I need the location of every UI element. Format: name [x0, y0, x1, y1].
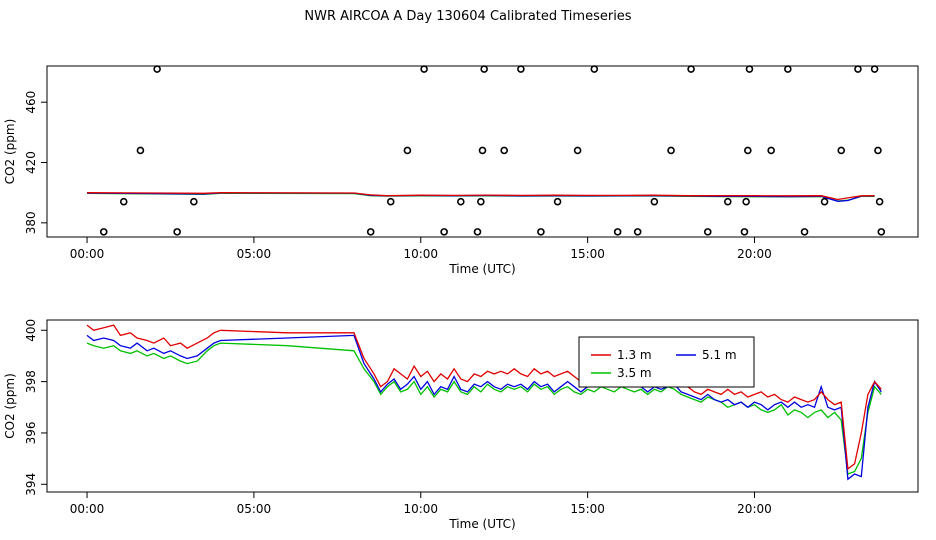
x-tick-label: 20:00	[737, 247, 772, 261]
data-point	[633, 228, 642, 236]
series-line-3-5-m	[86, 342, 882, 475]
data-point	[784, 65, 792, 73]
y-tick-label: 398	[24, 370, 38, 393]
x-tick-label: 15:00	[570, 502, 605, 516]
x-tick-label: 15:00	[570, 247, 605, 261]
data-point	[723, 197, 732, 206]
y-tick-label: 460	[24, 91, 38, 114]
x-tick-label: 10:00	[403, 247, 438, 261]
data-point	[190, 197, 198, 206]
x-axis-label: Time (UTC)	[448, 262, 515, 276]
x-tick-label: 05:00	[237, 502, 272, 516]
data-point	[874, 146, 882, 155]
series-line-1-3-m	[86, 324, 882, 471]
data-point	[742, 197, 750, 206]
x-tick-label: 00:00	[70, 502, 105, 516]
data-point	[800, 228, 809, 236]
series-line-5-1-m	[86, 334, 882, 481]
data-point	[173, 228, 181, 236]
data-point	[478, 146, 487, 155]
data-point	[744, 146, 752, 155]
co2-timeseries-panel: 00:00 05:00 10:00 15:00 20:00 394 396 398 400 Tim…	[3, 319, 919, 531]
co2-scatter-panel: 00:00 05:00 10:00 15:00 20:00 380 420 460 Time (…	[3, 65, 919, 276]
legend-label: 5.1 m	[702, 348, 737, 362]
data-point	[870, 65, 879, 73]
data-point	[703, 228, 712, 236]
y-tick-label: 400	[24, 319, 38, 342]
data-point	[366, 228, 375, 236]
y-tick-label: 380	[24, 211, 38, 234]
data-point	[553, 197, 562, 206]
data-point	[837, 146, 846, 155]
data-point	[119, 197, 128, 206]
figure-title: NWR AIRCOA A Day 130604 Calibrated Times…	[304, 9, 632, 24]
data-point	[403, 146, 412, 155]
data-point	[745, 65, 754, 73]
data-point	[667, 146, 675, 155]
legend-label: 1.3 m	[617, 348, 652, 362]
data-point	[590, 65, 599, 73]
data-point	[473, 228, 482, 236]
plot-frame	[46, 65, 919, 238]
data-point	[854, 65, 862, 73]
legend: 1.3 m 5.1 m 3.5 m	[578, 336, 755, 388]
x-axis-label: Time (UTC)	[448, 517, 515, 531]
data-point	[99, 228, 108, 236]
data-point	[820, 197, 829, 206]
data-point	[877, 228, 886, 236]
y-axis-label: CO2 (ppm)	[3, 373, 17, 439]
data-point	[153, 65, 161, 73]
x-tick-label: 05:00	[237, 247, 272, 261]
data-point	[420, 65, 428, 73]
data-point	[650, 197, 659, 206]
legend-box	[578, 336, 755, 388]
data-point	[687, 65, 695, 73]
data-point	[500, 146, 508, 155]
data-point	[767, 146, 775, 155]
data-point	[740, 228, 749, 236]
data-point	[136, 146, 145, 155]
y-axis-label: CO2 (ppm)	[3, 119, 17, 185]
y-tick-label: 420	[24, 151, 38, 174]
x-tick-label: 00:00	[70, 247, 105, 261]
y-tick-label: 394	[24, 473, 38, 496]
data-point	[386, 197, 395, 206]
data-point	[537, 228, 545, 236]
data-point	[517, 65, 525, 73]
y-tick-label: 396	[24, 422, 38, 445]
legend-label: 3.5 m	[617, 366, 652, 380]
data-point	[477, 197, 485, 206]
data-point	[613, 228, 622, 236]
series-line-1-3-m	[86, 192, 875, 201]
data-point	[480, 65, 488, 73]
x-tick-label: 10:00	[403, 502, 438, 516]
data-point	[440, 228, 448, 236]
plot-frame	[46, 319, 919, 493]
data-point	[875, 197, 884, 206]
data-point	[573, 146, 582, 155]
x-tick-label: 20:00	[737, 502, 772, 516]
data-point	[457, 197, 465, 206]
